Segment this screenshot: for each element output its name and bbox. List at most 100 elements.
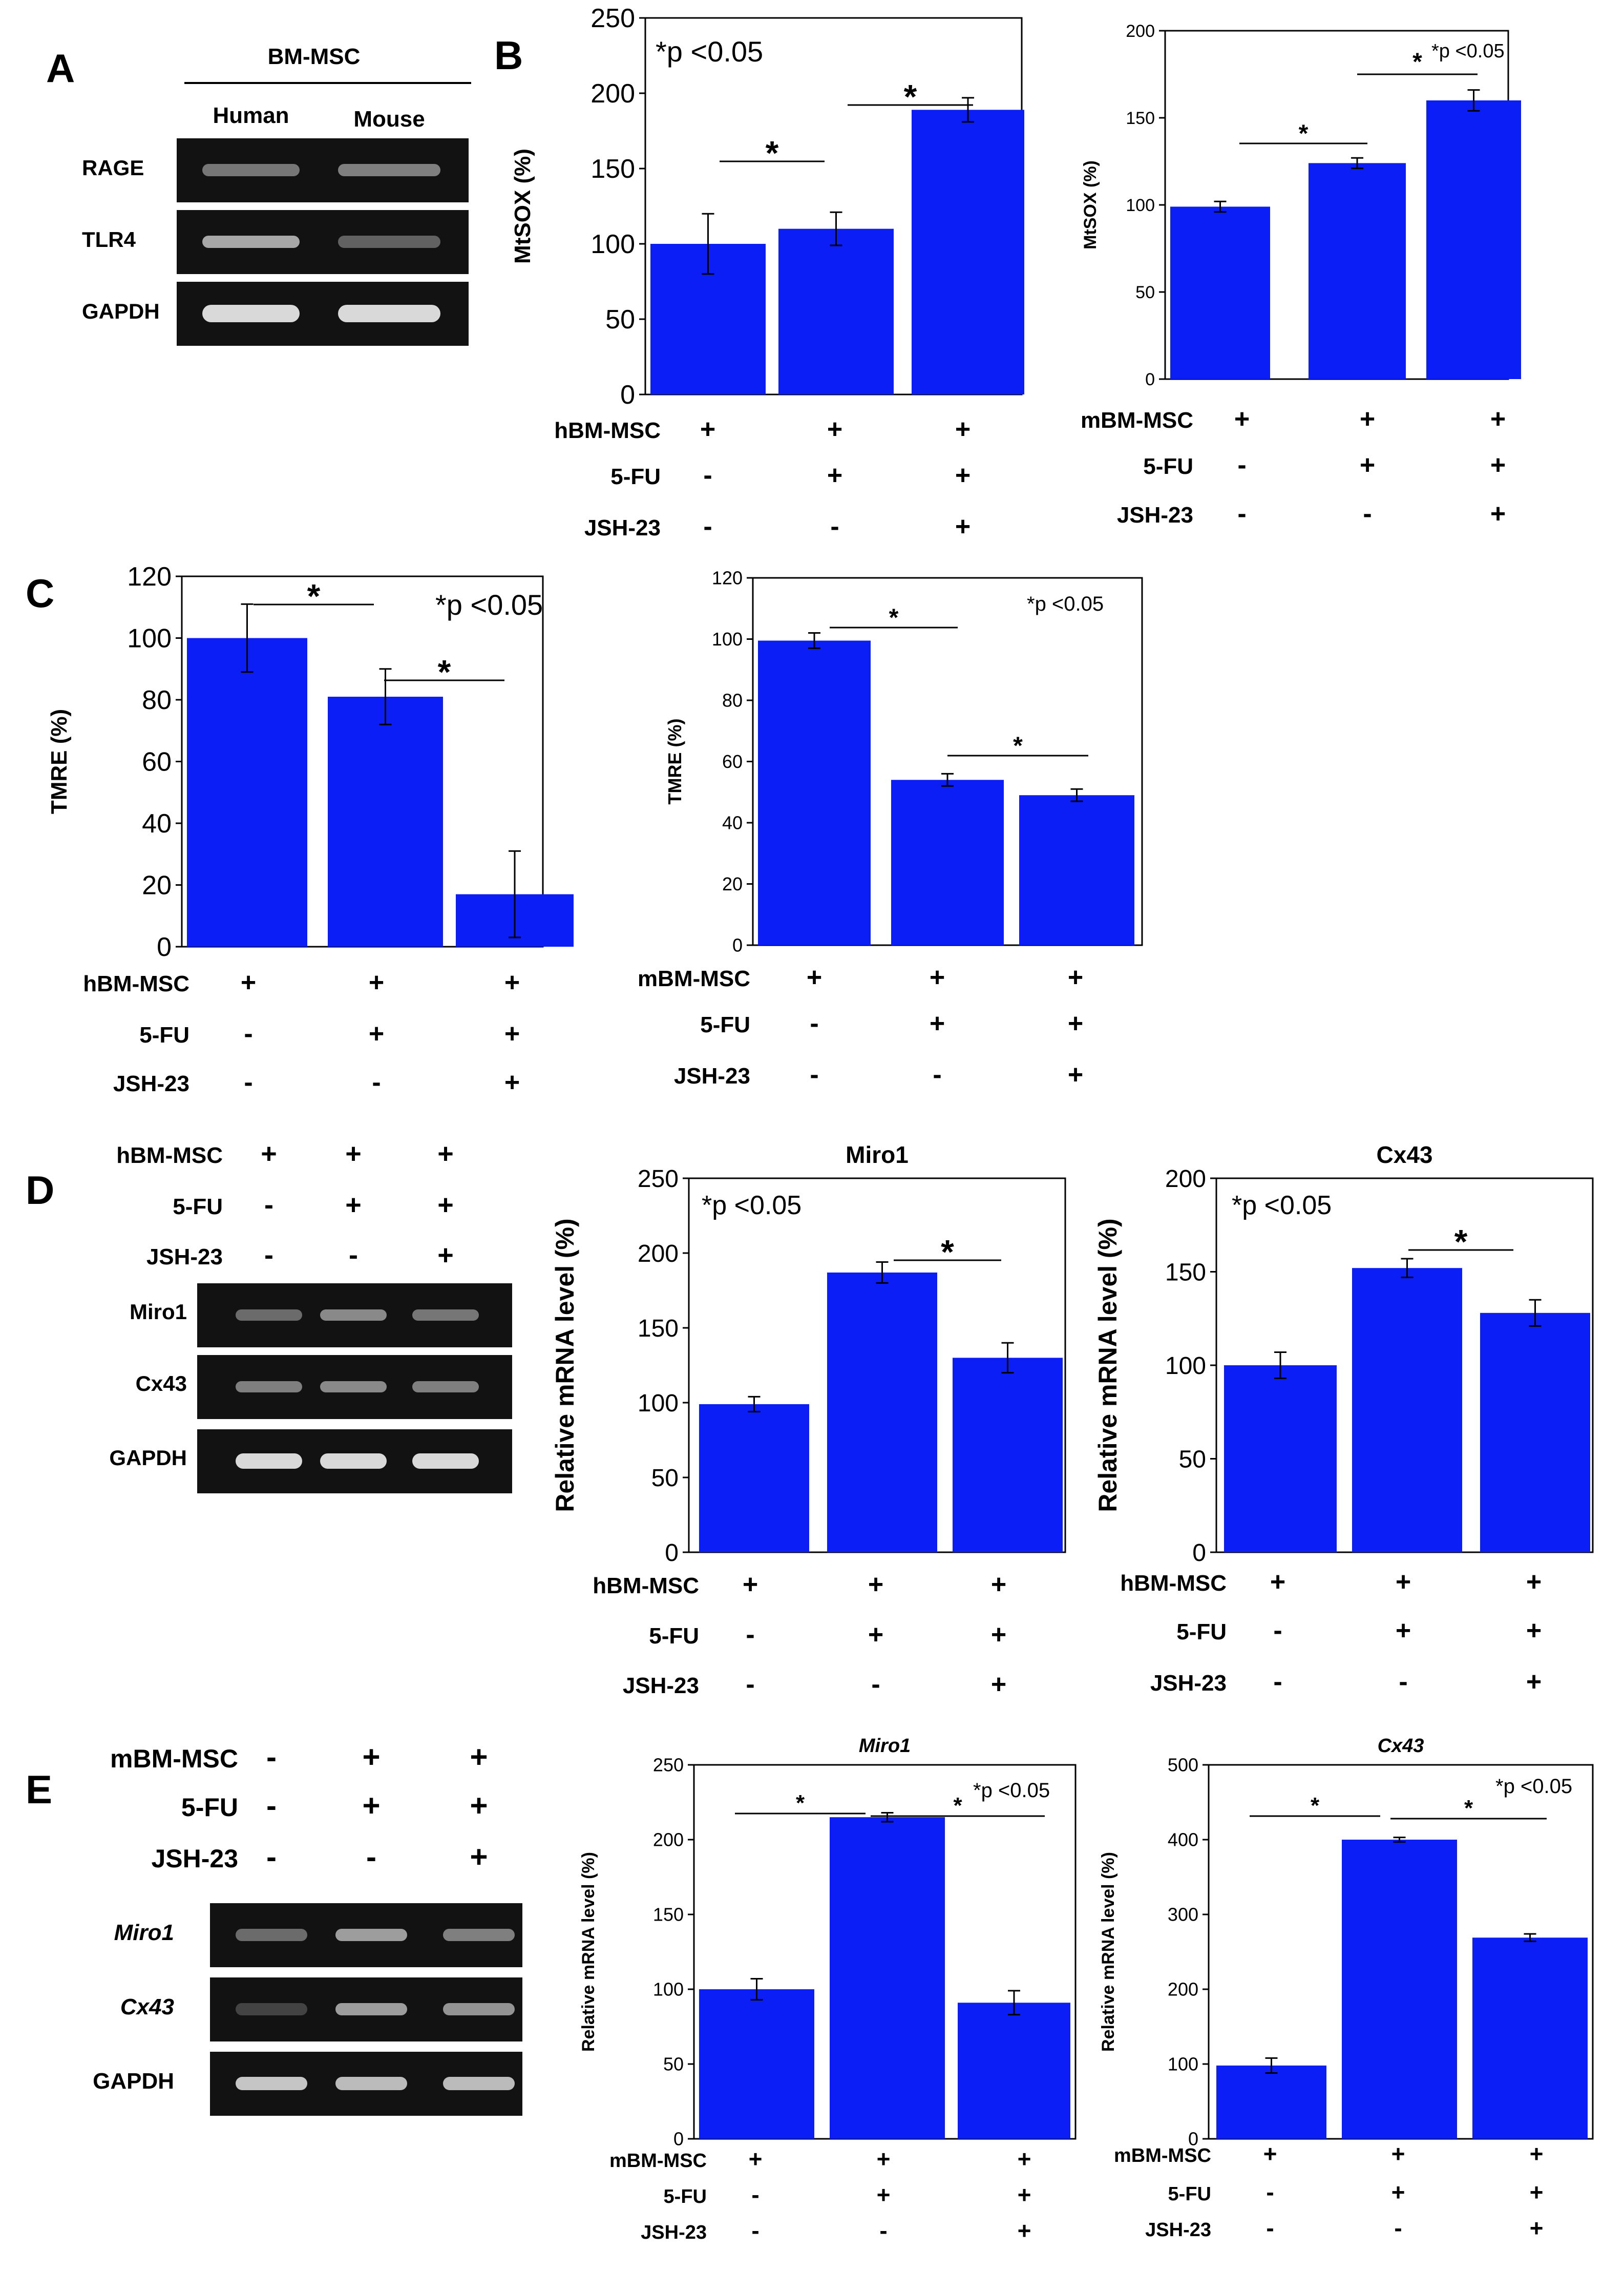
- condition-label: hBM-MSC: [554, 418, 661, 443]
- significance-note: *p <0.05: [1027, 593, 1104, 615]
- y-tick-label: 200: [590, 79, 635, 109]
- y-tick-label: 150: [638, 1315, 679, 1342]
- significance-star: *: [796, 1790, 805, 1816]
- condition-label: hBM-MSC: [593, 1573, 699, 1598]
- gel-header: BM-MSC: [268, 44, 361, 69]
- chart-c-right: 0 20 40 60 80 100 120 TMRE (%) *p <0.05 * * mBM-MSC…: [638, 568, 1143, 1090]
- condition-sign: -: [879, 2217, 887, 2244]
- bar: [1426, 100, 1521, 379]
- condition-sign: +: [930, 1009, 945, 1038]
- y-tick-label: 50: [1179, 1446, 1206, 1473]
- y-tick-label: 300: [1168, 1904, 1198, 1925]
- condition-sign: +: [877, 2145, 891, 2172]
- significance-star: *: [307, 577, 321, 615]
- condition-sign: -: [1394, 2215, 1402, 2241]
- bar: [912, 110, 1024, 395]
- y-tick-label: 120: [127, 562, 172, 592]
- condition-label: JSH-23: [113, 1071, 189, 1096]
- condition-label: 5-FU: [181, 1793, 238, 1822]
- condition-sign: +: [1018, 2217, 1031, 2244]
- condition-sign: -: [871, 1670, 880, 1699]
- panel-letter-b: B: [494, 33, 523, 78]
- chart-title: Miro1: [846, 1141, 909, 1168]
- panel-d-gel: hBM-MSC + + +5-FU - + + JSH-23 - - + Miro1 Cx43 GAPD…: [109, 1138, 512, 1493]
- condition-sign: +: [1270, 1567, 1285, 1597]
- significance-star: *: [1454, 1222, 1468, 1260]
- condition-sign: +: [955, 512, 971, 541]
- bar: [830, 1817, 945, 2139]
- condition-sign: +: [1526, 1567, 1542, 1597]
- condition-sign: +: [827, 461, 842, 490]
- bar: [1216, 2065, 1326, 2139]
- y-axis-label: MtSOX (%): [510, 149, 535, 264]
- chart-d-cx43: 0 50 100 150 200 Relative mRNA level (%) Cx43 *…: [1093, 1141, 1594, 1697]
- condition-sign: -: [1363, 499, 1372, 529]
- gel-band: [236, 1453, 302, 1469]
- condition-sign: +: [1490, 450, 1506, 480]
- condition-label: hBM-MSC: [83, 971, 189, 996]
- significance-note: *p <0.05: [1431, 40, 1505, 62]
- gel-band: [443, 2077, 515, 2090]
- condition-sign: -: [1237, 450, 1246, 480]
- condition-label: mBM-MSC: [638, 966, 750, 991]
- chart-b-right: 0 50 100 150 200 MtSOX (%) *p <0.05 * * mBM-MSC + +…: [1081, 22, 1521, 529]
- bar: [1019, 795, 1134, 945]
- condition-sign: -: [266, 1788, 277, 1823]
- gel-band: [320, 1309, 387, 1321]
- condition-sign: +: [345, 1138, 362, 1169]
- condition-sign: -: [751, 2181, 759, 2208]
- condition-sign: +: [1018, 2181, 1031, 2208]
- y-tick-label: 100: [638, 1390, 679, 1417]
- gel-row-label: GAPDH: [93, 2069, 174, 2094]
- condition-sign: -: [810, 1060, 818, 1090]
- condition-sign: +: [991, 1570, 1006, 1599]
- condition-sign: +: [261, 1138, 277, 1169]
- chart-title: Miro1: [859, 1735, 911, 1757]
- significance-note: *p <0.05: [1495, 1775, 1572, 1798]
- condition-sign: +: [749, 2145, 763, 2172]
- significance-star: *: [904, 77, 917, 115]
- condition-label: JSH-23: [674, 1064, 750, 1089]
- y-tick-label: 150: [1165, 1259, 1206, 1286]
- y-tick-label: 120: [712, 568, 743, 589]
- gel-row-label: Miro1: [130, 1300, 187, 1324]
- y-tick-label: 100: [712, 629, 743, 650]
- gel-band: [320, 1381, 387, 1392]
- y-tick-label: 40: [142, 809, 172, 839]
- y-tick-label: 100: [653, 1979, 684, 2000]
- gel-band: [443, 2003, 515, 2015]
- significance-note: *p <0.05: [973, 1779, 1050, 1802]
- significance-star: *: [953, 1793, 962, 1818]
- condition-label: JSH-23: [1117, 503, 1193, 528]
- y-tick-label: 150: [590, 154, 635, 184]
- y-tick-label: 0: [665, 1539, 679, 1567]
- condition-label: 5-FU: [139, 1023, 189, 1048]
- condition-sign: +: [1018, 2145, 1031, 2172]
- significance-note: *p <0.05: [1232, 1191, 1332, 1220]
- significance-note: *p <0.05: [435, 589, 543, 621]
- condition-label: JSH-23: [1150, 1671, 1227, 1696]
- condition-sign: +: [1530, 2140, 1544, 2167]
- y-tick-label: 250: [590, 4, 635, 33]
- condition-label: 5-FU: [1176, 1619, 1227, 1644]
- y-tick-label: 50: [605, 305, 635, 335]
- y-tick-label: 0: [1192, 1539, 1206, 1567]
- gel-row-label: GAPDH: [82, 299, 160, 323]
- condition-label: mBM-MSC: [110, 1744, 238, 1773]
- gel-band: [412, 1453, 479, 1469]
- condition-sign: +: [1360, 404, 1375, 434]
- significance-star: *: [889, 604, 899, 631]
- chart-e-cx43: 0 100 200 300 400 500 Relative mRNA level (%) C…: [1099, 1735, 1594, 2241]
- y-tick-label: 200: [638, 1240, 679, 1267]
- y-axis-label: TMRE (%): [664, 719, 685, 805]
- y-tick-label: 200: [1165, 1165, 1206, 1193]
- gel-band: [335, 1929, 407, 1941]
- gel-band: [335, 2077, 407, 2090]
- gel-row-label: Cx43: [136, 1371, 187, 1395]
- condition-sign: +: [504, 1068, 520, 1097]
- condition-sign: +: [868, 1620, 883, 1650]
- y-tick-label: 100: [590, 230, 635, 259]
- y-tick-label: 150: [653, 1904, 684, 1925]
- y-tick-label: 250: [653, 1755, 684, 1776]
- significance-star: *: [1412, 48, 1422, 75]
